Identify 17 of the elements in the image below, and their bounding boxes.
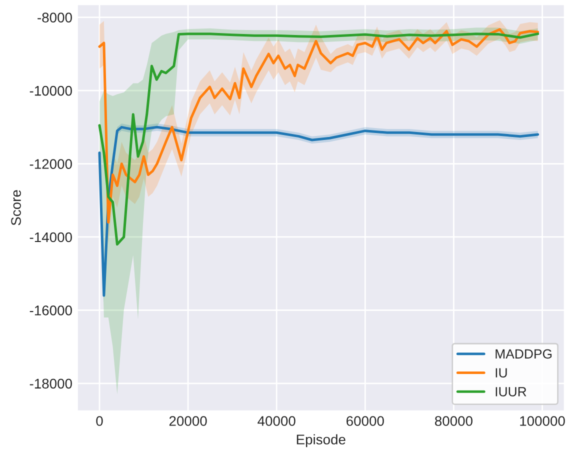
- y-tick-label: -10000: [30, 86, 72, 96]
- x-tick-label: 60000: [346, 416, 384, 426]
- x-axis-title: Episode: [296, 434, 346, 448]
- y-axis-title: Score: [11, 190, 21, 226]
- x-tick-label: 20000: [169, 416, 207, 426]
- y-tick-label: -16000: [30, 306, 72, 316]
- legend-label: IUUR: [496, 387, 526, 396]
- y-tick-label: -12000: [30, 159, 72, 169]
- x-tick-label: 80000: [435, 416, 472, 426]
- x-tick-label: 0: [96, 416, 103, 426]
- legend-label: IU: [496, 368, 507, 378]
- y-tick-label: -8000: [38, 12, 72, 23]
- y-tick-label: -14000: [30, 232, 72, 242]
- legend-label: MADDPG: [496, 349, 552, 359]
- y-tick-label: -18000: [30, 378, 72, 389]
- x-tick-label: 40000: [258, 416, 296, 426]
- x-tick-label: 100000: [520, 416, 565, 426]
